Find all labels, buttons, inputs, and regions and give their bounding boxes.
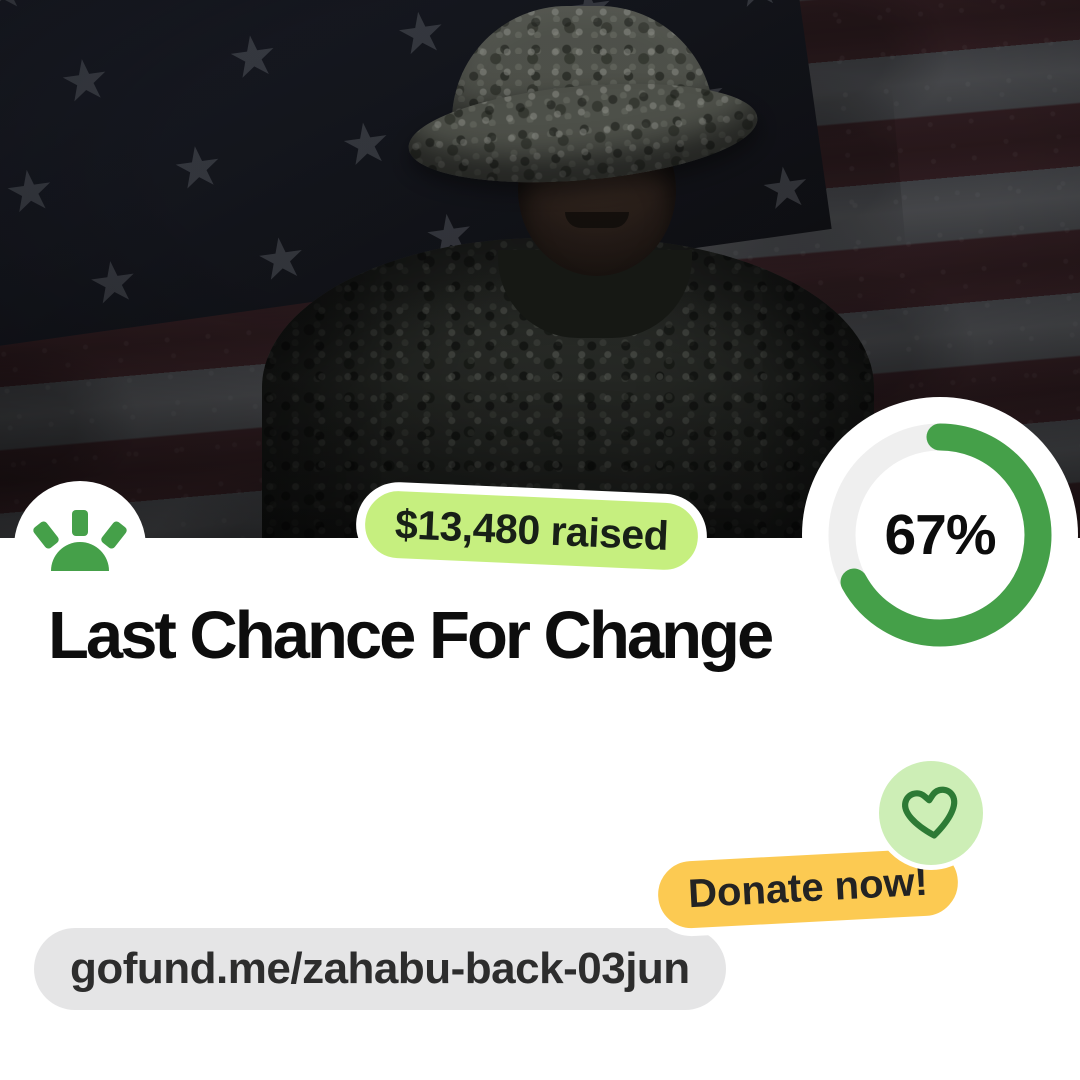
campaign-url-label: gofund.me/zahabu-back-03jun [70,944,690,993]
heart-icon [902,786,958,839]
gofundme-logo [14,481,146,613]
donate-button-label: Donate now! [686,859,929,917]
campaign-url-pill[interactable]: gofund.me/zahabu-back-03jun [34,928,726,1010]
progress-ring: 67% [802,397,1078,673]
hero-photo: ★ ★ ★ ★ ★ ★ ★ ★ ★ ★ ★ ★ ★ ★ ★ ★ ★ ★ ★ ★ … [0,0,1080,560]
raised-amount-badge: $13,480 raised [354,480,710,581]
sun-ray-right [99,519,129,551]
campaign-title: Last Chance For Change [48,598,774,673]
sun-ray-left [31,519,61,551]
sun-dome [51,542,109,571]
heart-badge [874,756,988,870]
gofundme-sun-icon [28,509,132,571]
sun-ray-middle [72,510,88,536]
progress-ring-svg [828,423,1052,647]
progress-percent-label: 67% [884,503,996,567]
progress-arc [828,423,1052,647]
raised-amount-label: $13,480 raised [394,501,670,559]
